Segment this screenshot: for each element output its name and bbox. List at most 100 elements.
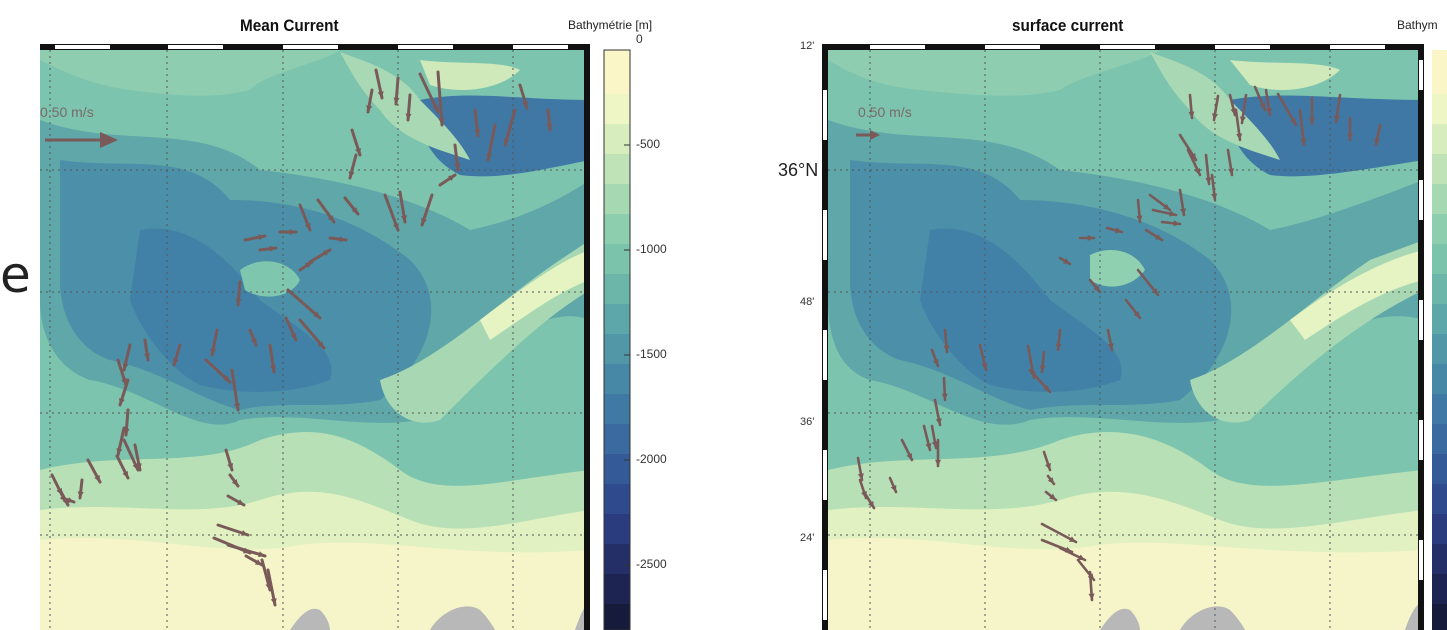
current-vector-head: [210, 348, 217, 355]
current-vector-head: [1179, 208, 1187, 215]
colorbar: [1432, 50, 1447, 630]
current-vector-head: [448, 175, 455, 182]
current-vector-head: [943, 345, 950, 352]
current-vector: [418, 72, 440, 114]
current-vector-head: [1088, 593, 1095, 600]
current-vector-head: [351, 207, 358, 214]
current-vector-head: [941, 393, 948, 400]
colorbar-tick-500: -500: [636, 137, 661, 151]
current-vector-head: [925, 443, 932, 450]
current-vector-head: [1069, 536, 1076, 542]
current-vector-head: [323, 250, 330, 256]
current-vector-head: [67, 497, 74, 503]
current-vector-head: [1265, 108, 1273, 115]
current-vector-head: [269, 245, 276, 252]
scale-label: 0.50 m/s: [40, 104, 94, 120]
colorbar-tick-1000: -1000: [636, 242, 667, 256]
current-vector: [436, 70, 444, 127]
current-vector-head: [1290, 118, 1296, 125]
colorbar-tick-1500: -1500: [636, 347, 667, 361]
current-vector: [226, 543, 267, 558]
current-vector-head: [1163, 203, 1170, 210]
current-vector-head: [258, 551, 265, 558]
current-vector-head: [366, 105, 373, 112]
current-vector-head: [1045, 463, 1051, 470]
current-vector-head: [392, 223, 399, 230]
map-title: surface current: [1012, 16, 1124, 35]
current-vector-head: [122, 363, 129, 370]
current-vector-head: [393, 97, 400, 104]
current-vector-head: [355, 148, 361, 155]
current-vector-head: [1047, 477, 1054, 484]
current-vector-head: [486, 153, 493, 160]
map-title: Mean Current: [240, 16, 339, 35]
mean-current-map-panel: Mean Current Bathymétrie [m]: [0, 0, 700, 630]
bathymetry-field: [40, 50, 590, 630]
current-vector-head: [234, 403, 241, 410]
current-vector-head: [317, 341, 324, 348]
current-vector-head: [1039, 365, 1046, 372]
surface-current-map: [822, 44, 1447, 630]
current-vector-head: [304, 223, 311, 230]
current-vector-head: [290, 333, 297, 340]
current-vector-head: [235, 298, 242, 305]
current-vector-head: [255, 559, 262, 565]
current-vector-head: [1259, 103, 1266, 110]
current-vector-head: [237, 499, 244, 505]
current-vector-head: [241, 530, 248, 536]
current-vector-head: [421, 218, 427, 225]
current-vector: [230, 368, 240, 412]
current-vector-head: [289, 228, 296, 236]
current-vector-head: [906, 453, 912, 460]
colorbar-tick-2500: -2500: [636, 557, 667, 571]
current-vector-head: [227, 463, 234, 470]
lat-label-36n: 36°N: [778, 160, 819, 180]
current-vector-head: [1136, 215, 1143, 222]
map-frame: [40, 44, 590, 630]
scale-label: 0.50 m/s: [858, 104, 912, 120]
current-vector-head: [1173, 220, 1180, 227]
current-vector-head: [1300, 138, 1307, 145]
current-vector-head: [1190, 153, 1196, 160]
current-vector-head: [935, 418, 942, 425]
current-vector-head: [1107, 343, 1114, 350]
current-vector-head: [1188, 111, 1195, 118]
current-vector-head: [932, 359, 939, 366]
current-vector-head: [1239, 116, 1246, 123]
current-vector-head: [1211, 193, 1218, 200]
current-vector-head: [116, 448, 123, 455]
colorbar-title: Bathymétrie [m]: [568, 18, 653, 32]
current-vector-head: [474, 129, 481, 136]
current-vector-head: [270, 598, 277, 605]
current-vector-head: [1087, 234, 1094, 242]
current-vector-head: [1133, 311, 1140, 318]
current-vector-head: [77, 491, 84, 498]
current-vector-head: [258, 234, 265, 241]
current-vector-head: [405, 113, 412, 120]
current-vector-head: [1346, 133, 1354, 140]
current-vector-head: [122, 471, 128, 478]
current-vector-head: [144, 353, 151, 360]
colorbar-title: Bathym: [1397, 18, 1438, 32]
lat-label-24: 24': [800, 532, 815, 544]
current-vector-head: [1155, 234, 1162, 240]
current-vector-head: [857, 473, 864, 480]
current-vector-head: [546, 123, 553, 130]
cropped-side-letter: e: [0, 246, 31, 304]
lat-label-12: 12': [800, 40, 815, 52]
mean-current-map: [40, 44, 631, 630]
lat-label-48: 48': [800, 296, 815, 308]
scale-arrow: [856, 130, 880, 140]
current-vector-head: [981, 363, 988, 370]
current-vector-head: [1194, 168, 1201, 175]
current-vector: [1040, 522, 1078, 544]
current-vector-head: [377, 91, 384, 98]
current-vector-head: [522, 101, 529, 108]
current-vector-head: [1078, 554, 1085, 561]
current-vector-head: [890, 485, 897, 492]
current-vector-head: [119, 398, 125, 405]
map-frame: [822, 44, 1424, 630]
current-vector-head: [1236, 133, 1243, 140]
current-vector-head: [172, 358, 179, 365]
current-vector-head: [94, 475, 100, 482]
